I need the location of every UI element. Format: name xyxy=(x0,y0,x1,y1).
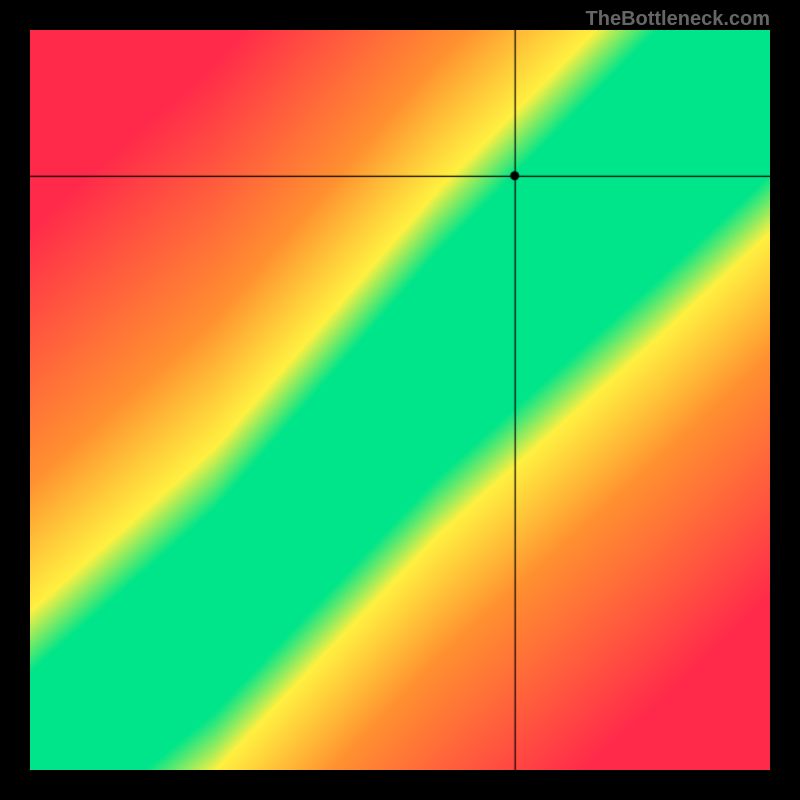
plot-area xyxy=(30,30,770,770)
heatmap-canvas xyxy=(30,30,770,770)
watermark-text: TheBottleneck.com xyxy=(586,8,770,31)
chart-container: TheBottleneck.com xyxy=(0,0,800,800)
